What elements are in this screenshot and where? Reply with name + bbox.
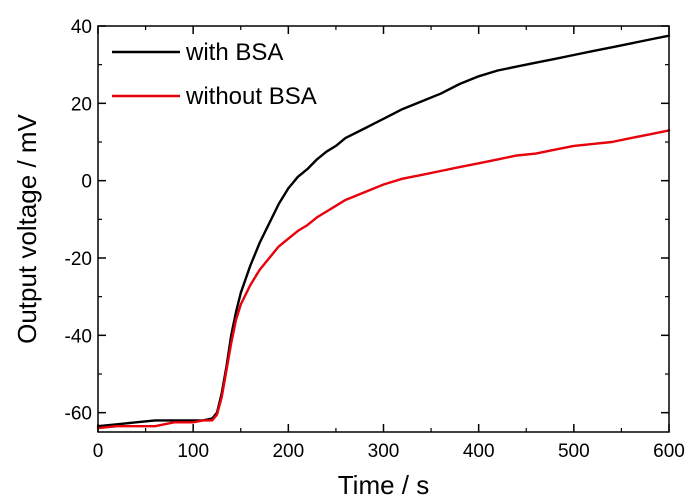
y-tick-label: 20 <box>71 94 92 115</box>
x-axis-title: Time / s <box>338 470 429 500</box>
x-tick-label: 200 <box>272 441 304 462</box>
x-tick-label: 0 <box>93 441 104 462</box>
plot-frame <box>97 25 670 433</box>
y-tick-label: 0 <box>81 172 92 193</box>
x-tick-label: 600 <box>653 441 685 462</box>
series-line-with-bsa <box>96 34 671 428</box>
y-tick-label: -40 <box>65 326 92 347</box>
x-tick-label: 500 <box>558 441 590 462</box>
x-tick-label: 100 <box>177 441 209 462</box>
y-tick-label: 40 <box>71 17 92 38</box>
series-line-without-bsa <box>96 129 671 430</box>
y-axis-title: Output voltage / mV <box>12 113 42 343</box>
y-tick-label: -60 <box>65 404 92 425</box>
y-tick-label: -20 <box>65 249 92 270</box>
legend-label-with-bsa: with BSA <box>185 39 283 66</box>
x-tick-label: 400 <box>463 441 495 462</box>
x-tick-label: 300 <box>368 441 400 462</box>
legend-label-without-bsa: without BSA <box>185 83 317 110</box>
